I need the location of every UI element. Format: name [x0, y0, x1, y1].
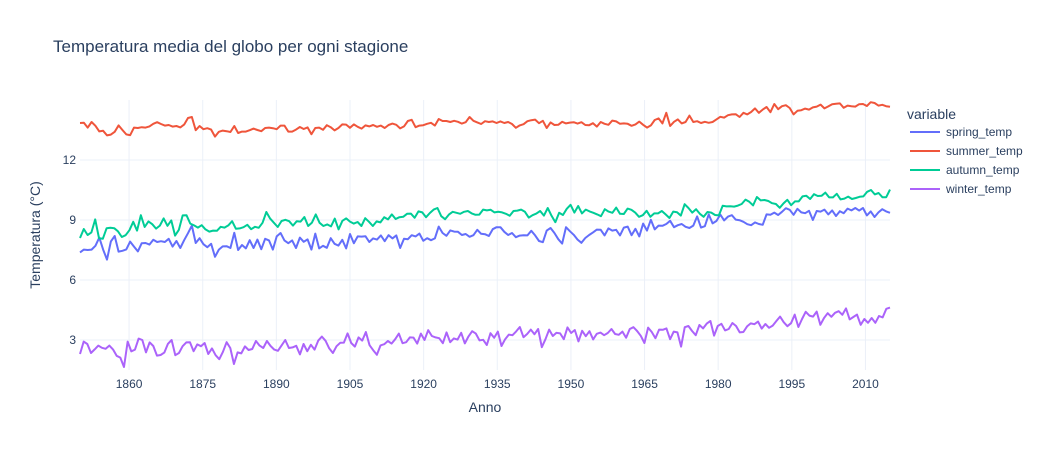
x-tick-label: 2010 — [852, 377, 879, 391]
series-line-summer_temp — [79, 101, 891, 138]
gridlines — [80, 100, 890, 370]
x-tick-label: 1860 — [116, 377, 143, 391]
x-tick-label: 1890 — [263, 377, 290, 391]
legend-title: variable — [907, 106, 956, 122]
legend-label-winter_temp: winter_temp — [945, 182, 1012, 196]
y-tick-label: 3 — [69, 333, 76, 347]
legend: variable spring_temp summer_temp autumn_te… — [907, 106, 1023, 196]
y-tick-label: 6 — [69, 273, 76, 287]
legend-label-summer_temp: summer_temp — [946, 144, 1023, 158]
x-tick-label: 1935 — [484, 377, 511, 391]
x-tick-label: 1980 — [705, 377, 732, 391]
legend-label-autumn_temp: autumn_temp — [946, 163, 1020, 177]
series-lines — [79, 101, 891, 368]
axis-ticks: 1860 1875 1890 1905 1920 1935 1950 1965 1980 1995… — [63, 153, 879, 391]
legend-label-spring_temp: spring_temp — [946, 125, 1012, 139]
series-line-autumn_temp — [79, 189, 891, 240]
x-tick-label: 1920 — [410, 377, 437, 391]
legend-items: spring_temp summer_temp autumn_temp winter_… — [910, 125, 1023, 196]
series-line-spring_temp — [79, 207, 891, 261]
y-tick-label: 9 — [69, 213, 76, 227]
series-line-winter_temp — [79, 306, 891, 368]
x-tick-label: 1965 — [631, 377, 658, 391]
x-tick-label: 1995 — [778, 377, 805, 391]
y-axis-label: Temperatura (°C) — [27, 181, 43, 289]
y-tick-label: 12 — [63, 153, 77, 167]
x-tick-label: 1905 — [337, 377, 364, 391]
x-axis-label: Anno — [469, 399, 502, 415]
x-tick-label: 1950 — [558, 377, 585, 391]
chart-title: Temperatura media del globo per ogni sta… — [53, 37, 408, 56]
x-tick-label: 1875 — [189, 377, 216, 391]
